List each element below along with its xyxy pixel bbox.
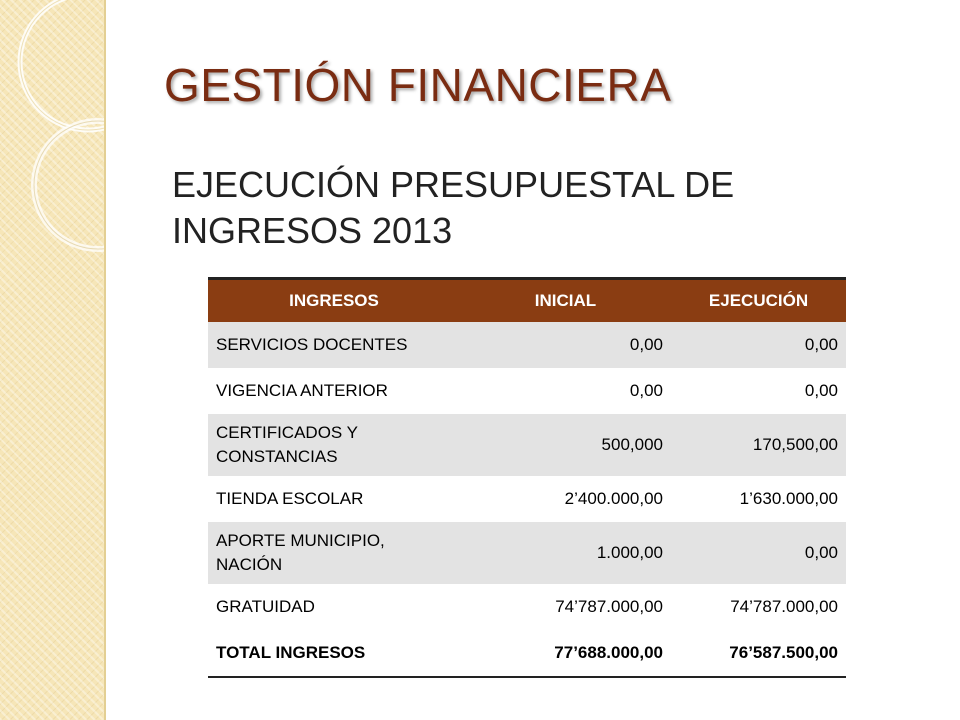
total-label: TOTAL INGRESOS: [208, 630, 460, 677]
row-ejecucion: 0,00: [671, 522, 846, 584]
table-row: APORTE MUNICIPIO, NACIÓN 1.000,00 0,00: [208, 522, 846, 584]
row-ejecucion: 0,00: [671, 322, 846, 368]
table-header-row: INGRESOS INICIAL EJECUCIÓN: [208, 278, 846, 322]
total-inicial: 77’688.000,00: [460, 630, 671, 677]
row-inicial: 0,00: [460, 322, 671, 368]
row-inicial: 0,00: [460, 368, 671, 414]
row-label: CERTIFICADOS Y CONSTANCIAS: [208, 414, 460, 476]
page-title: GESTIÓN FINANCIERA: [164, 59, 672, 111]
side-band-border: [104, 0, 106, 720]
header-ejecucion: EJECUCIÓN: [671, 278, 846, 322]
table-row: TIENDA ESCOLAR 2’400.000,00 1’630.000,00: [208, 476, 846, 522]
page-subtitle: EJECUCIÓN PRESUPUESTAL DE INGRESOS 2013: [172, 164, 735, 251]
row-ejecucion: 1’630.000,00: [671, 476, 846, 522]
row-ejecucion: 170,500,00: [671, 414, 846, 476]
row-inicial: 500,000: [460, 414, 671, 476]
table-row: GRATUIDAD 74’787.000,00 74’787.000,00: [208, 584, 846, 630]
row-inicial: 2’400.000,00: [460, 476, 671, 522]
income-table: INGRESOS INICIAL EJECUCIÓN SERVICIOS DOC…: [208, 277, 846, 678]
table-row: SERVICIOS DOCENTES 0,00 0,00: [208, 322, 846, 368]
row-inicial: 74’787.000,00: [460, 584, 671, 630]
decorative-rings: [17, 0, 104, 252]
total-ejecucion: 76’587.500,00: [671, 630, 846, 677]
table-total-row: TOTAL INGRESOS 77’688.000,00 76’587.500,…: [208, 630, 846, 677]
row-label: VIGENCIA ANTERIOR: [208, 368, 460, 414]
row-ejecucion: 0,00: [671, 368, 846, 414]
row-label: APORTE MUNICIPIO, NACIÓN: [208, 522, 460, 584]
decorative-side-band: [0, 0, 104, 720]
header-inicial: INICIAL: [460, 278, 671, 322]
table-row: CERTIFICADOS Y CONSTANCIAS 500,000 170,5…: [208, 414, 846, 476]
row-ejecucion: 74’787.000,00: [671, 584, 846, 630]
row-label: SERVICIOS DOCENTES: [208, 322, 460, 368]
row-label: TIENDA ESCOLAR: [208, 476, 460, 522]
table-row: VIGENCIA ANTERIOR 0,00 0,00: [208, 368, 846, 414]
header-ingresos: INGRESOS: [208, 278, 460, 322]
row-label: GRATUIDAD: [208, 584, 460, 630]
row-inicial: 1.000,00: [460, 522, 671, 584]
